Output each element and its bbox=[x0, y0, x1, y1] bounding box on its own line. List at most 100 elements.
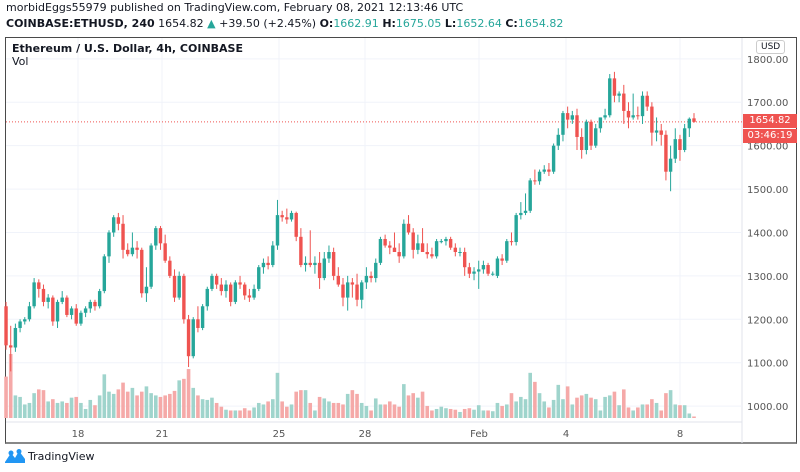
high-value: 1675.05 bbox=[395, 17, 442, 30]
volume-bar bbox=[584, 393, 589, 418]
volume-bar bbox=[607, 395, 612, 418]
candle-body bbox=[533, 180, 537, 182]
candle-body bbox=[537, 171, 542, 182]
candle-body bbox=[116, 217, 121, 224]
candle-body bbox=[594, 128, 598, 146]
volume-bar bbox=[271, 399, 275, 418]
candle-body bbox=[289, 212, 294, 220]
candle-body bbox=[603, 115, 607, 118]
candle-body bbox=[645, 95, 649, 107]
volume-bar bbox=[575, 397, 579, 418]
x-tick-label: 25 bbox=[273, 429, 286, 440]
candle-body bbox=[383, 238, 387, 246]
candle-body bbox=[79, 312, 83, 324]
candle-body bbox=[214, 275, 219, 285]
up-arrow-icon: ▲ bbox=[207, 17, 216, 30]
volume-bar bbox=[317, 396, 322, 418]
candle-body bbox=[126, 249, 130, 255]
candle-body bbox=[416, 243, 420, 250]
volume-bar bbox=[556, 384, 561, 418]
volume-bar bbox=[406, 395, 411, 418]
candle-body bbox=[477, 269, 481, 272]
volume-bar bbox=[18, 396, 22, 418]
x-tick-label: Feb bbox=[470, 429, 488, 440]
volume-bar bbox=[285, 406, 289, 418]
volume-bar bbox=[22, 404, 27, 418]
volume-bar bbox=[200, 399, 205, 418]
candle-body bbox=[182, 275, 186, 320]
y-tick-label: 1200.00 bbox=[747, 315, 788, 326]
volume-bar bbox=[509, 393, 514, 418]
volume-bar bbox=[537, 393, 542, 418]
volume-bar bbox=[69, 397, 74, 418]
y-tick-label: 1300.00 bbox=[747, 272, 788, 283]
candle-body bbox=[505, 241, 509, 261]
volume-bar bbox=[177, 380, 181, 418]
candle-body bbox=[177, 275, 181, 298]
x-tick-label: 4 bbox=[563, 429, 569, 440]
candle-body bbox=[345, 282, 350, 298]
candle-body bbox=[168, 260, 172, 276]
volume-bar bbox=[13, 395, 18, 418]
candle-body bbox=[55, 301, 60, 322]
volume-bar bbox=[228, 410, 233, 418]
volume-bar bbox=[242, 408, 247, 418]
volume-bar bbox=[383, 404, 387, 418]
candle-body bbox=[598, 117, 603, 129]
volume-bar bbox=[139, 391, 144, 418]
volume-bar bbox=[308, 402, 313, 418]
x-tick-label: 18 bbox=[72, 429, 85, 440]
candle-body bbox=[257, 267, 261, 289]
y-tick-label: 1000.00 bbox=[747, 402, 788, 413]
candle-body bbox=[60, 297, 64, 302]
volume-bar bbox=[514, 401, 518, 418]
candle-body bbox=[247, 295, 252, 298]
volume-bar bbox=[65, 402, 69, 418]
candle-body bbox=[51, 297, 55, 322]
candle-body bbox=[425, 252, 429, 255]
candle-body bbox=[551, 145, 556, 172]
candle-body bbox=[299, 236, 303, 266]
volume-bar bbox=[111, 393, 116, 418]
volume-bar bbox=[41, 390, 46, 418]
tradingview-logo[interactable]: TradingView bbox=[5, 449, 94, 463]
candle-body bbox=[18, 321, 22, 328]
volume-bar bbox=[388, 401, 392, 418]
candle-body bbox=[238, 282, 242, 285]
close-value: 1654.82 bbox=[517, 17, 564, 30]
volume-bar bbox=[224, 409, 228, 418]
volume-bar bbox=[345, 393, 350, 418]
candle-body bbox=[280, 215, 284, 218]
volume-bar bbox=[495, 402, 500, 418]
candle-body bbox=[233, 282, 238, 302]
volume-bar bbox=[261, 404, 266, 418]
candle-body bbox=[448, 238, 453, 248]
candle-body bbox=[65, 297, 69, 315]
candle-body bbox=[111, 217, 116, 233]
candle-body bbox=[200, 306, 205, 328]
candle-body bbox=[579, 136, 584, 150]
candle-body bbox=[210, 275, 214, 289]
volume-bar bbox=[692, 416, 696, 418]
y-tick-label: 1100.00 bbox=[747, 359, 788, 370]
open-label: O: bbox=[319, 17, 334, 30]
volume-bar bbox=[439, 406, 444, 418]
candle-body bbox=[88, 301, 92, 309]
candle-body bbox=[13, 327, 18, 348]
candle-body bbox=[519, 212, 523, 216]
volume-bar bbox=[214, 402, 219, 418]
volume-bar bbox=[448, 408, 453, 418]
candle-body bbox=[420, 243, 425, 253]
candle-body bbox=[341, 284, 345, 298]
candle-body bbox=[378, 238, 383, 263]
candle-body bbox=[243, 284, 247, 296]
volume-bar bbox=[238, 410, 242, 418]
volume-bar bbox=[116, 389, 121, 418]
candle-body bbox=[294, 212, 298, 237]
currency-button[interactable]: USD bbox=[756, 40, 786, 54]
volume-bar bbox=[453, 409, 458, 418]
volume-bar bbox=[626, 407, 631, 418]
volume-bar bbox=[654, 402, 659, 418]
volume-bar bbox=[79, 402, 83, 418]
